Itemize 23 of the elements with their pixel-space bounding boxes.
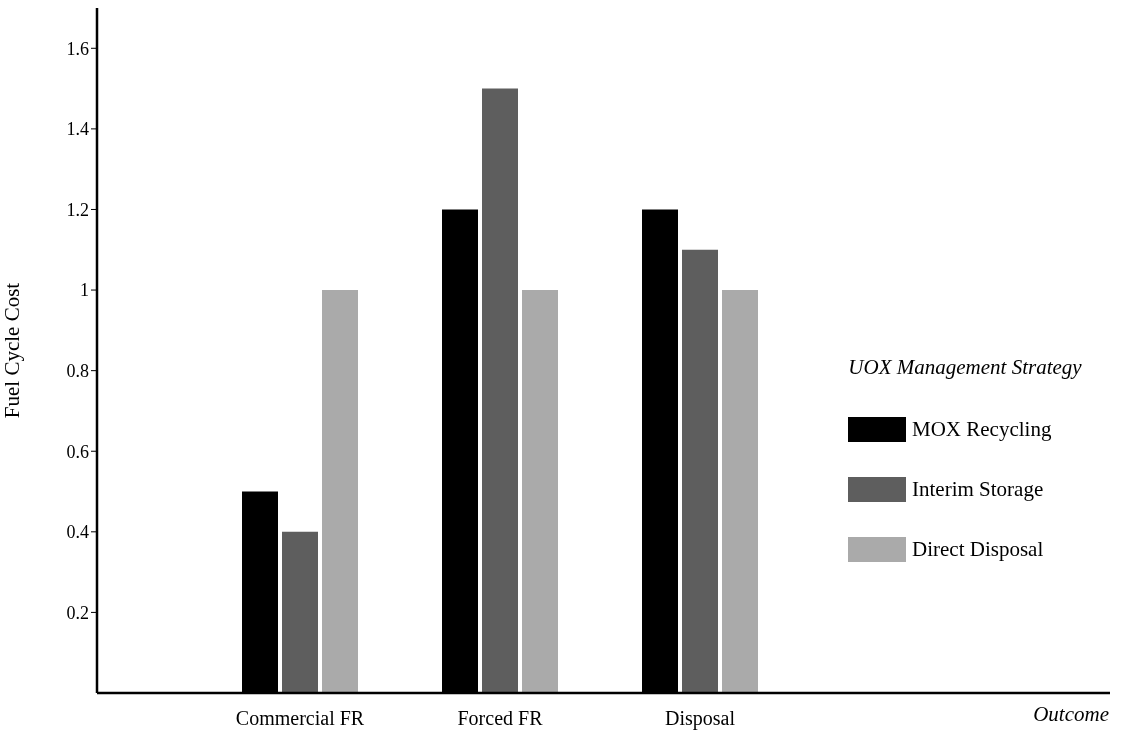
y-tick-label: 1.6 — [66, 38, 89, 59]
y-tick-label: 0.6 — [66, 441, 89, 462]
y-axis-title: Fuel Cycle Cost — [0, 282, 25, 419]
bar — [522, 290, 558, 693]
bar — [682, 249, 718, 693]
legend-title: UOX Management Strategy — [847, 355, 1083, 380]
y-tick-label: 0.4 — [66, 522, 89, 543]
bar — [282, 531, 318, 693]
text: Outcome — [1033, 702, 1109, 727]
legend-label: Direct Disposal — [912, 537, 1044, 562]
legend-label: MOX Recycling — [912, 417, 1052, 442]
bar — [322, 290, 358, 693]
x-tick-label: Commercial FR — [235, 707, 365, 730]
bar — [482, 88, 518, 693]
x-tick-label: Forced FR — [457, 707, 544, 730]
y-tick-label: 0.2 — [66, 602, 89, 623]
legend-label: Interim Storage — [912, 477, 1044, 502]
y-tick-label: 0.8 — [66, 361, 89, 382]
bar — [722, 290, 758, 693]
y-tick-label: 1 — [80, 280, 89, 301]
y-tick-label: 1.2 — [66, 199, 89, 220]
x-tick-label: Disposal — [665, 707, 736, 731]
y-tick-label: 1.4 — [66, 119, 89, 140]
